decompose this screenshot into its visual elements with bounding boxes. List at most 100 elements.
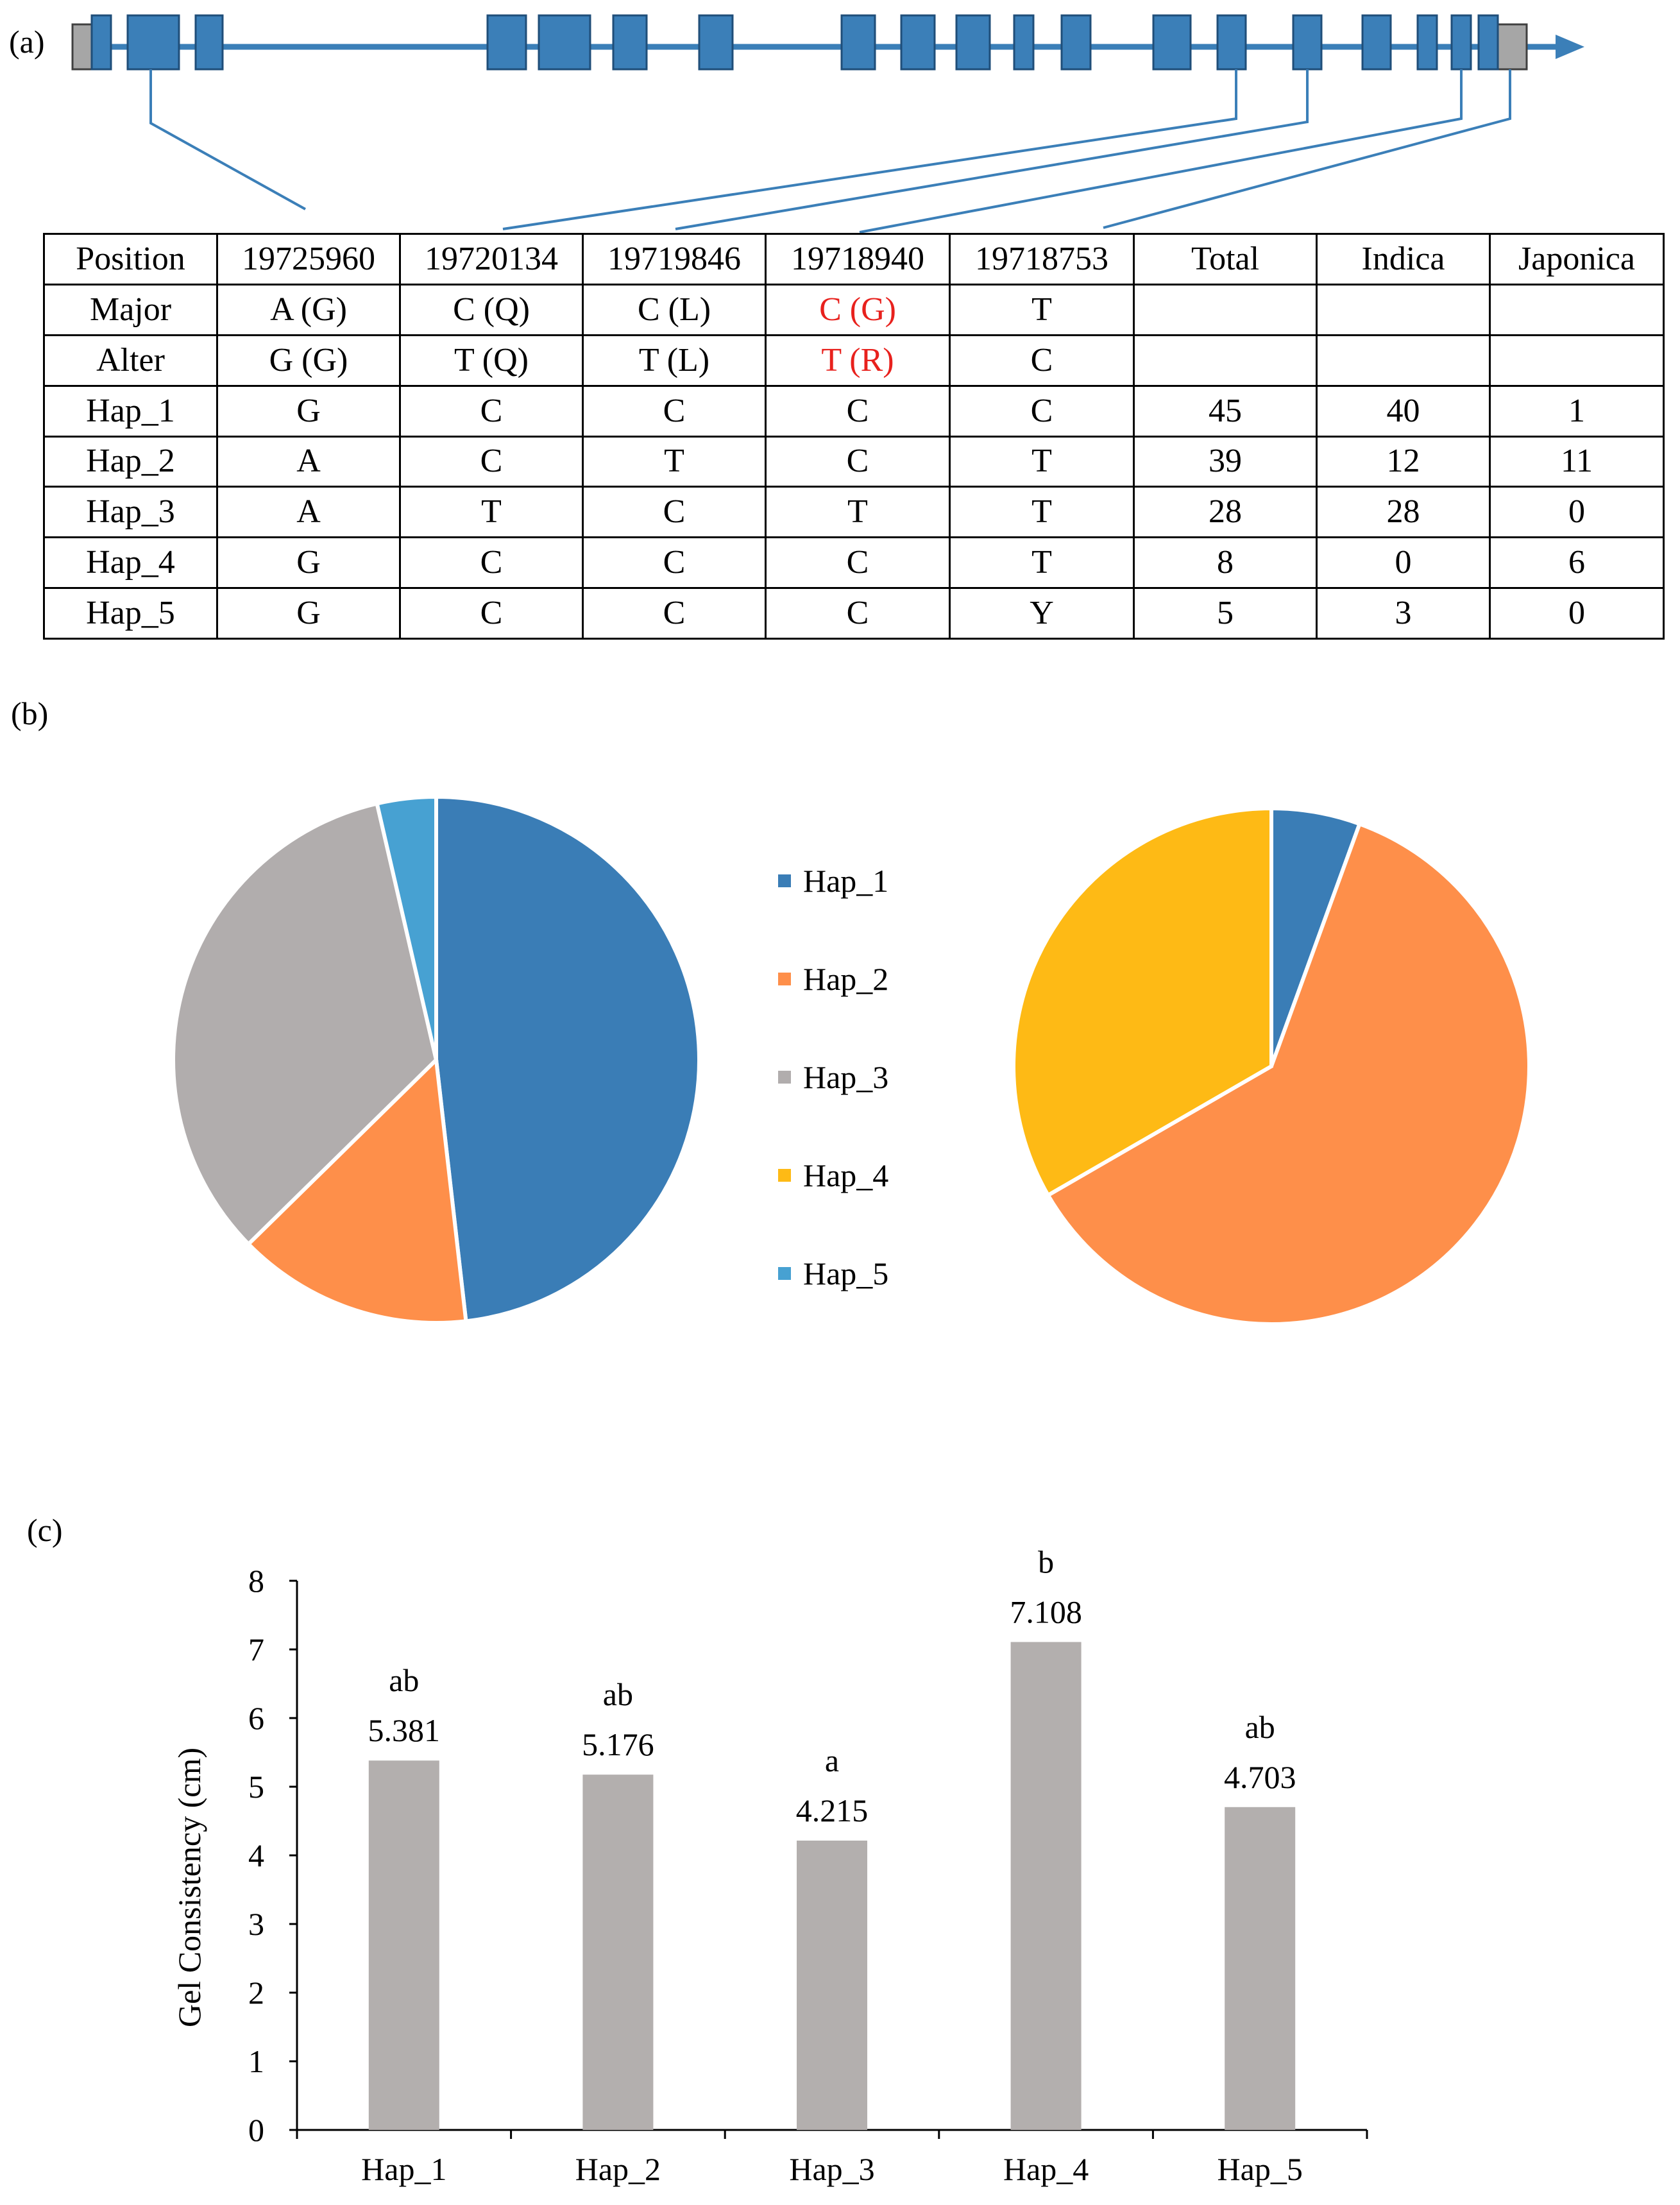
table-row: Alter G (G) T (Q) T (L) T (R) C xyxy=(43,334,1665,387)
legend-swatch xyxy=(778,1169,791,1182)
bar-hap-1 xyxy=(368,1760,439,2130)
table-row: Hap_1 G C C C C 45 40 1 xyxy=(43,384,1665,438)
table-cell: 39 xyxy=(1133,435,1318,488)
panel-label-a: (a) xyxy=(9,24,45,60)
bar-value-label: 5.381 xyxy=(368,1712,441,1748)
table-cell: 0 xyxy=(1489,587,1665,640)
table-cell: 6 xyxy=(1489,536,1665,590)
table-cell: Major xyxy=(43,283,218,336)
x-tick-label: Hap_4 xyxy=(1003,2151,1089,2187)
table-cell: C (L) xyxy=(582,283,767,336)
table-cell: C xyxy=(582,587,767,640)
significance-label: ab xyxy=(603,1676,633,1712)
table-cell: 28 xyxy=(1316,486,1491,539)
exon xyxy=(486,14,527,71)
table-cell: 40 xyxy=(1316,384,1491,438)
header-cell: 19718940 xyxy=(765,233,951,285)
nonsynonymous-cell: T (R) xyxy=(765,334,951,387)
exon xyxy=(194,14,224,71)
table-cell: 5 xyxy=(1133,587,1318,640)
snp-connector xyxy=(1103,69,1511,229)
table-cell: T xyxy=(949,435,1135,488)
table-cell: A (G) xyxy=(216,283,401,336)
table-cell: T xyxy=(949,283,1135,336)
snp-connector-lines xyxy=(149,69,1511,234)
y-tick-label: 2 xyxy=(248,1975,264,2011)
table-cell xyxy=(1316,283,1491,336)
table-cell: 3 xyxy=(1316,587,1491,640)
y-tick-label: 5 xyxy=(248,1769,264,1805)
table-cell: A xyxy=(216,486,401,539)
table-cell: T xyxy=(399,486,584,539)
exon xyxy=(840,14,876,71)
y-tick-label: 3 xyxy=(248,1906,264,1942)
table-cell: T xyxy=(949,536,1135,590)
table-cell: Hap_1 xyxy=(43,384,218,438)
snp-connector xyxy=(502,69,1237,230)
legend-swatch xyxy=(778,1071,791,1084)
table-cell: Hap_3 xyxy=(43,486,218,539)
table-row: Hap_4 G C C C T 8 0 6 xyxy=(43,536,1665,590)
table-cell: T xyxy=(582,435,767,488)
bar-axes: 0 1 2 3 4 5 6 7 8 xyxy=(248,1563,1368,2148)
legend-label: Hap_3 xyxy=(803,1059,888,1095)
table-cell: C xyxy=(765,384,951,438)
y-tick-label: 6 xyxy=(248,1700,264,1736)
table-cell: C xyxy=(399,384,584,438)
legend-swatch xyxy=(778,973,791,985)
pie-chart-indica xyxy=(171,794,701,1325)
exon xyxy=(538,14,591,71)
table-cell xyxy=(1316,334,1491,387)
panel-label-b: (b) xyxy=(11,695,49,731)
snp-connector xyxy=(675,69,1309,230)
table-cell: C xyxy=(765,587,951,640)
exon xyxy=(612,14,648,71)
bar-hap-3 xyxy=(797,1840,867,2130)
table-cell: C xyxy=(765,536,951,590)
x-tick-label: Hap_5 xyxy=(1218,2151,1303,2187)
table-cell: T (L) xyxy=(582,334,767,387)
legend-label: Hap_1 xyxy=(803,863,888,899)
table-cell xyxy=(1489,283,1665,336)
table-cell: C xyxy=(949,384,1135,438)
header-cell: Indica xyxy=(1316,233,1491,285)
snp-connector xyxy=(149,69,306,210)
bar-value-label: 7.108 xyxy=(1010,1594,1082,1630)
y-axis-title: Gel Consistency (cm) xyxy=(171,1748,207,2027)
haplotype-table: Position 19725960 19720134 19719846 1971… xyxy=(43,233,1665,640)
table-cell: 8 xyxy=(1133,536,1318,590)
table-cell: Hap_2 xyxy=(43,435,218,488)
exon xyxy=(1416,14,1438,71)
exon xyxy=(1152,14,1192,71)
table-cell: 11 xyxy=(1489,435,1665,488)
table-row: Major A (G) C (Q) C (L) C (G) T xyxy=(43,283,1665,336)
header-cell: Position xyxy=(43,233,218,285)
table-row: Hap_2 A C T C T 39 12 11 xyxy=(43,435,1665,488)
utr-5prime xyxy=(71,23,93,71)
exon xyxy=(1216,14,1247,71)
bar-hap-2 xyxy=(582,1775,654,2130)
table-header-row: Position 19725960 19720134 19719846 1971… xyxy=(43,233,1665,285)
y-tick-label: 1 xyxy=(248,2043,264,2079)
gene-direction-arrow xyxy=(1556,35,1584,59)
header-cell: 19720134 xyxy=(399,233,584,285)
table-cell: 28 xyxy=(1133,486,1318,539)
significance-label: ab xyxy=(1245,1709,1275,1745)
exon xyxy=(698,14,734,71)
legend-swatch xyxy=(778,874,791,887)
table-cell: T xyxy=(765,486,951,539)
exon xyxy=(1450,14,1472,71)
table-cell: G xyxy=(216,384,401,438)
exon xyxy=(955,14,991,71)
bar-hap-4 xyxy=(1010,1642,1082,2130)
table-cell: Hap_4 xyxy=(43,536,218,590)
gene-structure-diagram xyxy=(71,14,1584,234)
x-tick-label: Hap_3 xyxy=(789,2151,874,2187)
table-cell: C xyxy=(399,536,584,590)
pie-legend: Hap_1 Hap_2 Hap_3 Hap_4 Hap_5 xyxy=(778,863,888,1291)
table-cell: T xyxy=(949,486,1135,539)
table-cell: Hap_5 xyxy=(43,587,218,640)
pie-slice-hap-5 xyxy=(375,794,438,1060)
